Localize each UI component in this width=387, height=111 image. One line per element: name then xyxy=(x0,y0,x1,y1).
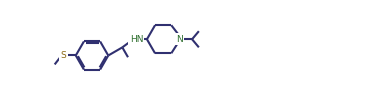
Text: S: S xyxy=(61,51,67,60)
Text: N: N xyxy=(176,35,183,44)
Text: HN: HN xyxy=(130,35,143,44)
